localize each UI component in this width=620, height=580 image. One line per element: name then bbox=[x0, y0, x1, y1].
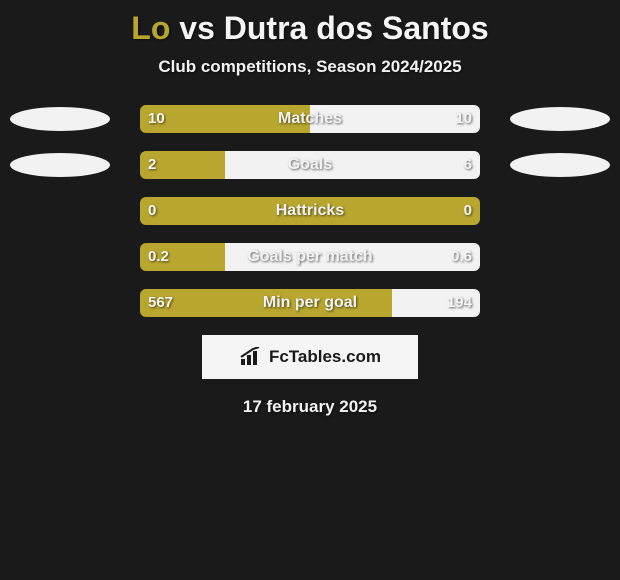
stat-row: Matches1010 bbox=[0, 105, 620, 133]
bar-track: Matches bbox=[140, 105, 480, 133]
bar-right bbox=[392, 289, 480, 317]
player2-marker bbox=[510, 153, 610, 177]
page-title: Lo vs Dutra dos Santos bbox=[0, 0, 620, 47]
date-line: 17 february 2025 bbox=[0, 397, 620, 417]
bar-left bbox=[140, 243, 225, 271]
bar-left bbox=[140, 289, 392, 317]
title-player1: Lo bbox=[131, 10, 170, 46]
bar-track: Min per goal bbox=[140, 289, 480, 317]
player1-marker bbox=[10, 107, 110, 131]
title-player2: Dutra dos Santos bbox=[224, 10, 489, 46]
subtitle: Club competitions, Season 2024/2025 bbox=[0, 57, 620, 77]
stat-row: Min per goal567194 bbox=[0, 289, 620, 317]
bar-right bbox=[310, 105, 480, 133]
stat-row: Hattricks00 bbox=[0, 197, 620, 225]
bars-icon bbox=[239, 347, 263, 367]
stat-row: Goals per match0.20.6 bbox=[0, 243, 620, 271]
logo-text: FcTables.com bbox=[269, 347, 381, 367]
player1-marker bbox=[10, 153, 110, 177]
bar-track: Hattricks bbox=[140, 197, 480, 225]
bar-track: Goals bbox=[140, 151, 480, 179]
bar-left bbox=[140, 105, 310, 133]
stat-row: Goals26 bbox=[0, 151, 620, 179]
logo-box: FcTables.com bbox=[202, 335, 418, 379]
bar-track: Goals per match bbox=[140, 243, 480, 271]
bar-left bbox=[140, 151, 225, 179]
comparison-card: Lo vs Dutra dos Santos Club competitions… bbox=[0, 0, 620, 580]
bar-right bbox=[225, 151, 480, 179]
stat-rows: Matches1010 Goals26 Hattricks00 Goals per m… bbox=[0, 105, 620, 317]
bar-right bbox=[225, 243, 480, 271]
title-vs: vs bbox=[170, 10, 223, 46]
player2-marker bbox=[510, 107, 610, 131]
bar-left bbox=[140, 197, 480, 225]
